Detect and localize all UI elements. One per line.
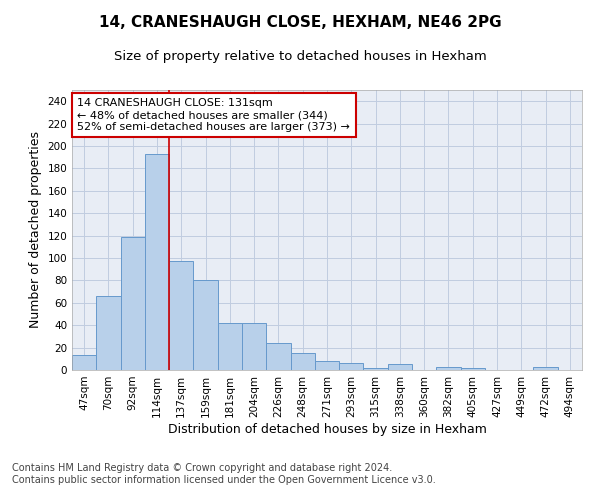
Bar — [193, 280, 218, 370]
Text: Size of property relative to detached houses in Hexham: Size of property relative to detached ho… — [113, 50, 487, 63]
Bar — [315, 361, 339, 370]
Bar — [461, 368, 485, 370]
X-axis label: Distribution of detached houses by size in Hexham: Distribution of detached houses by size … — [167, 422, 487, 436]
Y-axis label: Number of detached properties: Number of detached properties — [29, 132, 42, 328]
Bar — [96, 296, 121, 370]
Text: Contains HM Land Registry data © Crown copyright and database right 2024.
Contai: Contains HM Land Registry data © Crown c… — [12, 464, 436, 485]
Bar — [436, 366, 461, 370]
Bar — [242, 323, 266, 370]
Bar — [290, 353, 315, 370]
Bar — [121, 236, 145, 370]
Bar — [266, 343, 290, 370]
Bar — [388, 364, 412, 370]
Bar — [533, 366, 558, 370]
Bar — [169, 262, 193, 370]
Bar — [145, 154, 169, 370]
Bar — [364, 368, 388, 370]
Bar — [72, 356, 96, 370]
Bar — [339, 364, 364, 370]
Text: 14 CRANESHAUGH CLOSE: 131sqm
← 48% of detached houses are smaller (344)
52% of s: 14 CRANESHAUGH CLOSE: 131sqm ← 48% of de… — [77, 98, 350, 132]
Bar — [218, 323, 242, 370]
Text: 14, CRANESHAUGH CLOSE, HEXHAM, NE46 2PG: 14, CRANESHAUGH CLOSE, HEXHAM, NE46 2PG — [98, 15, 502, 30]
